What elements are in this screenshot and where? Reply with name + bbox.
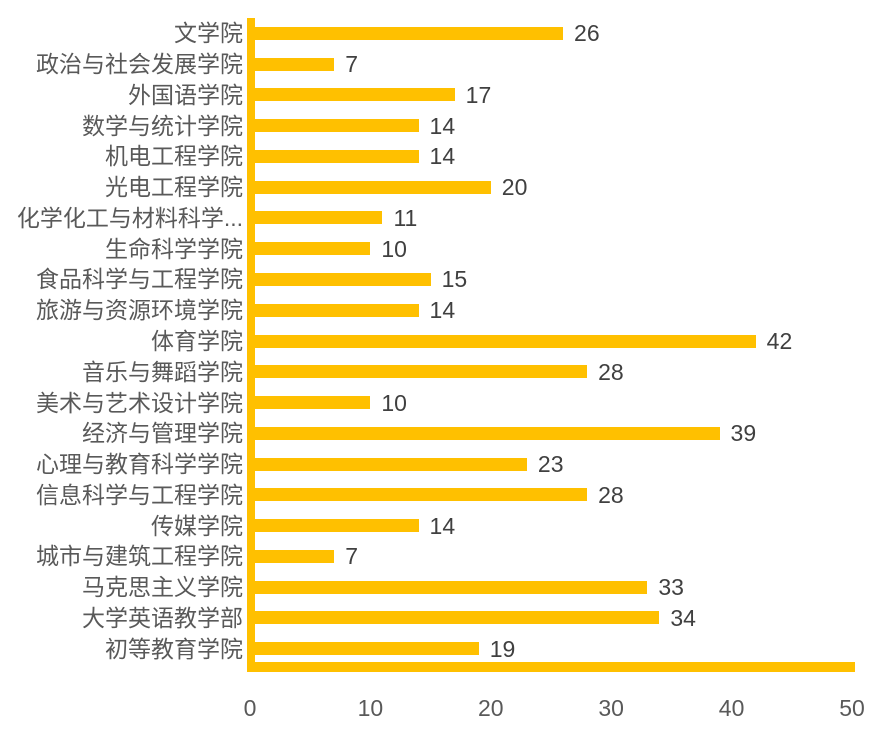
value-label: 7 bbox=[345, 543, 359, 570]
category-label: 美术与艺术设计学院 bbox=[36, 389, 243, 416]
value-label: 42 bbox=[766, 328, 793, 354]
value-label: 11 bbox=[393, 204, 418, 231]
bar bbox=[255, 426, 720, 440]
value-label: 14 bbox=[429, 143, 456, 170]
x-tick-label: 0 bbox=[243, 695, 257, 721]
value-label: 7 bbox=[345, 51, 359, 78]
value-label: 28 bbox=[598, 358, 624, 385]
value-label: 14 bbox=[429, 512, 456, 539]
bar bbox=[255, 365, 588, 379]
bar bbox=[255, 488, 588, 502]
value-label: 17 bbox=[465, 81, 492, 108]
bar bbox=[255, 303, 419, 317]
bar bbox=[255, 88, 455, 102]
bar bbox=[255, 549, 335, 563]
value-label: 23 bbox=[537, 451, 564, 478]
category-label: 数学与统计学院 bbox=[82, 112, 243, 139]
y-axis-line bbox=[247, 18, 255, 672]
bar bbox=[255, 119, 419, 133]
value-label: 19 bbox=[489, 635, 516, 662]
bar bbox=[255, 26, 564, 40]
value-label: 10 bbox=[381, 235, 407, 262]
bar bbox=[255, 642, 479, 656]
x-tick-label: 40 bbox=[718, 695, 745, 721]
bar bbox=[255, 580, 648, 594]
bar bbox=[255, 272, 431, 286]
value-label: 26 bbox=[574, 20, 600, 47]
bar bbox=[255, 396, 371, 410]
category-label: 马克思主义学院 bbox=[82, 574, 243, 601]
category-label: 机电工程学院 bbox=[105, 143, 243, 170]
value-label: 28 bbox=[598, 481, 624, 508]
bar bbox=[255, 180, 491, 194]
bar bbox=[255, 457, 527, 471]
x-tick-label: 10 bbox=[357, 695, 384, 721]
value-label: 33 bbox=[658, 574, 684, 601]
category-label: 传媒学院 bbox=[151, 512, 243, 539]
bar bbox=[255, 57, 335, 71]
x-tick-label: 30 bbox=[598, 695, 624, 721]
category-label: 旅游与资源环境学院 bbox=[36, 297, 243, 324]
category-label: 体育学院 bbox=[151, 328, 243, 354]
category-label: 心理与教育科学学院 bbox=[36, 451, 243, 478]
category-label: 城市与建筑工程学院 bbox=[36, 543, 243, 570]
category-label: 初等教育学院 bbox=[105, 635, 243, 662]
bar bbox=[255, 334, 756, 348]
value-label: 20 bbox=[501, 174, 528, 201]
category-label: 化学化工与材料科学... bbox=[16, 204, 243, 231]
category-label: 音乐与舞蹈学院 bbox=[82, 358, 243, 385]
value-label: 14 bbox=[429, 297, 456, 324]
category-label: 文学院 bbox=[174, 20, 243, 47]
category-label: 光电工程学院 bbox=[105, 174, 243, 201]
x-axis-line bbox=[247, 662, 855, 672]
value-label: 14 bbox=[429, 112, 456, 139]
value-label: 39 bbox=[730, 420, 757, 447]
value-label: 10 bbox=[381, 389, 407, 416]
category-label: 经济与管理学院 bbox=[82, 420, 243, 447]
value-label: 34 bbox=[670, 604, 696, 631]
x-tick-label: 50 bbox=[839, 695, 865, 721]
bar bbox=[255, 211, 383, 225]
x-tick-label: 20 bbox=[478, 695, 504, 721]
bar bbox=[255, 242, 371, 256]
category-label: 政治与社会发展学院 bbox=[36, 51, 243, 78]
category-label: 信息科学与工程学院 bbox=[36, 481, 243, 508]
category-label: 大学英语教学部 bbox=[82, 604, 243, 631]
category-label: 外国语学院 bbox=[128, 81, 243, 108]
bar bbox=[255, 611, 660, 625]
bar bbox=[255, 519, 419, 533]
category-label: 生命科学学院 bbox=[105, 235, 243, 262]
category-label: 食品科学与工程学院 bbox=[36, 266, 243, 293]
bar bbox=[255, 149, 419, 163]
value-label: 15 bbox=[441, 266, 468, 293]
